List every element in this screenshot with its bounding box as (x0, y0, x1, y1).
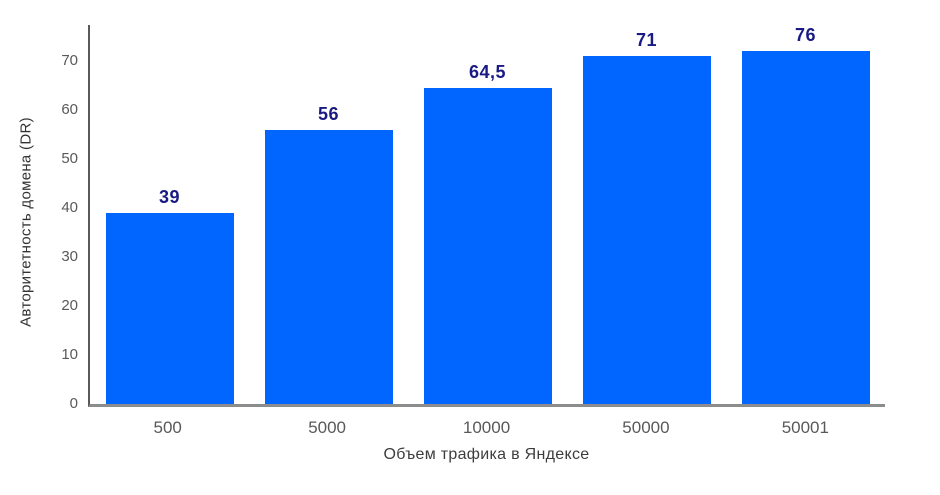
bar (582, 56, 711, 404)
y-tick-label: 20 (61, 297, 78, 315)
bar-group: 76 (726, 25, 885, 404)
x-tick-label: 500 (153, 418, 182, 437)
x-tick-label: 10000 (462, 418, 511, 437)
x-axis-title: Объем трафика в Яндексе (383, 446, 590, 463)
y-tick-label: 30 (61, 248, 78, 266)
bar (105, 213, 234, 404)
bar-group: 56 (249, 25, 408, 404)
y-tick-label: 10 (61, 346, 78, 364)
bar-group: 64,5 (408, 25, 567, 404)
y-tick-label: 60 (61, 101, 78, 119)
bar-group: 39 (90, 25, 249, 404)
bar-value-label: 56 (317, 104, 340, 124)
y-tick-label: 40 (61, 199, 78, 217)
plot-area: 0 10 20 30 40 50 60 70 39 56 64,5 71 76 (61, 25, 885, 412)
bar-value-label: 39 (158, 187, 181, 207)
bar-value-label: 64,5 (468, 62, 507, 82)
y-axis-title: Авторитетность домена (DR) (17, 117, 35, 327)
x-axis-ticks: 500 5000 10000 50000 50001 (88, 418, 885, 438)
bar (741, 51, 870, 404)
y-tick-label: 70 (61, 52, 78, 70)
y-tick-label: 50 (61, 150, 78, 168)
bar-value-label: 71 (635, 30, 658, 50)
y-tick-label: 0 (69, 395, 78, 412)
bar (264, 130, 393, 404)
bar (423, 88, 552, 404)
bar-group: 71 (567, 25, 726, 404)
x-tick-label: 50001 (781, 418, 829, 437)
bar-value-label: 76 (794, 25, 817, 45)
bars-container: 39 56 64,5 71 76 (90, 25, 885, 404)
x-tick-label: 50000 (622, 418, 670, 437)
x-tick-label: 5000 (308, 418, 347, 437)
